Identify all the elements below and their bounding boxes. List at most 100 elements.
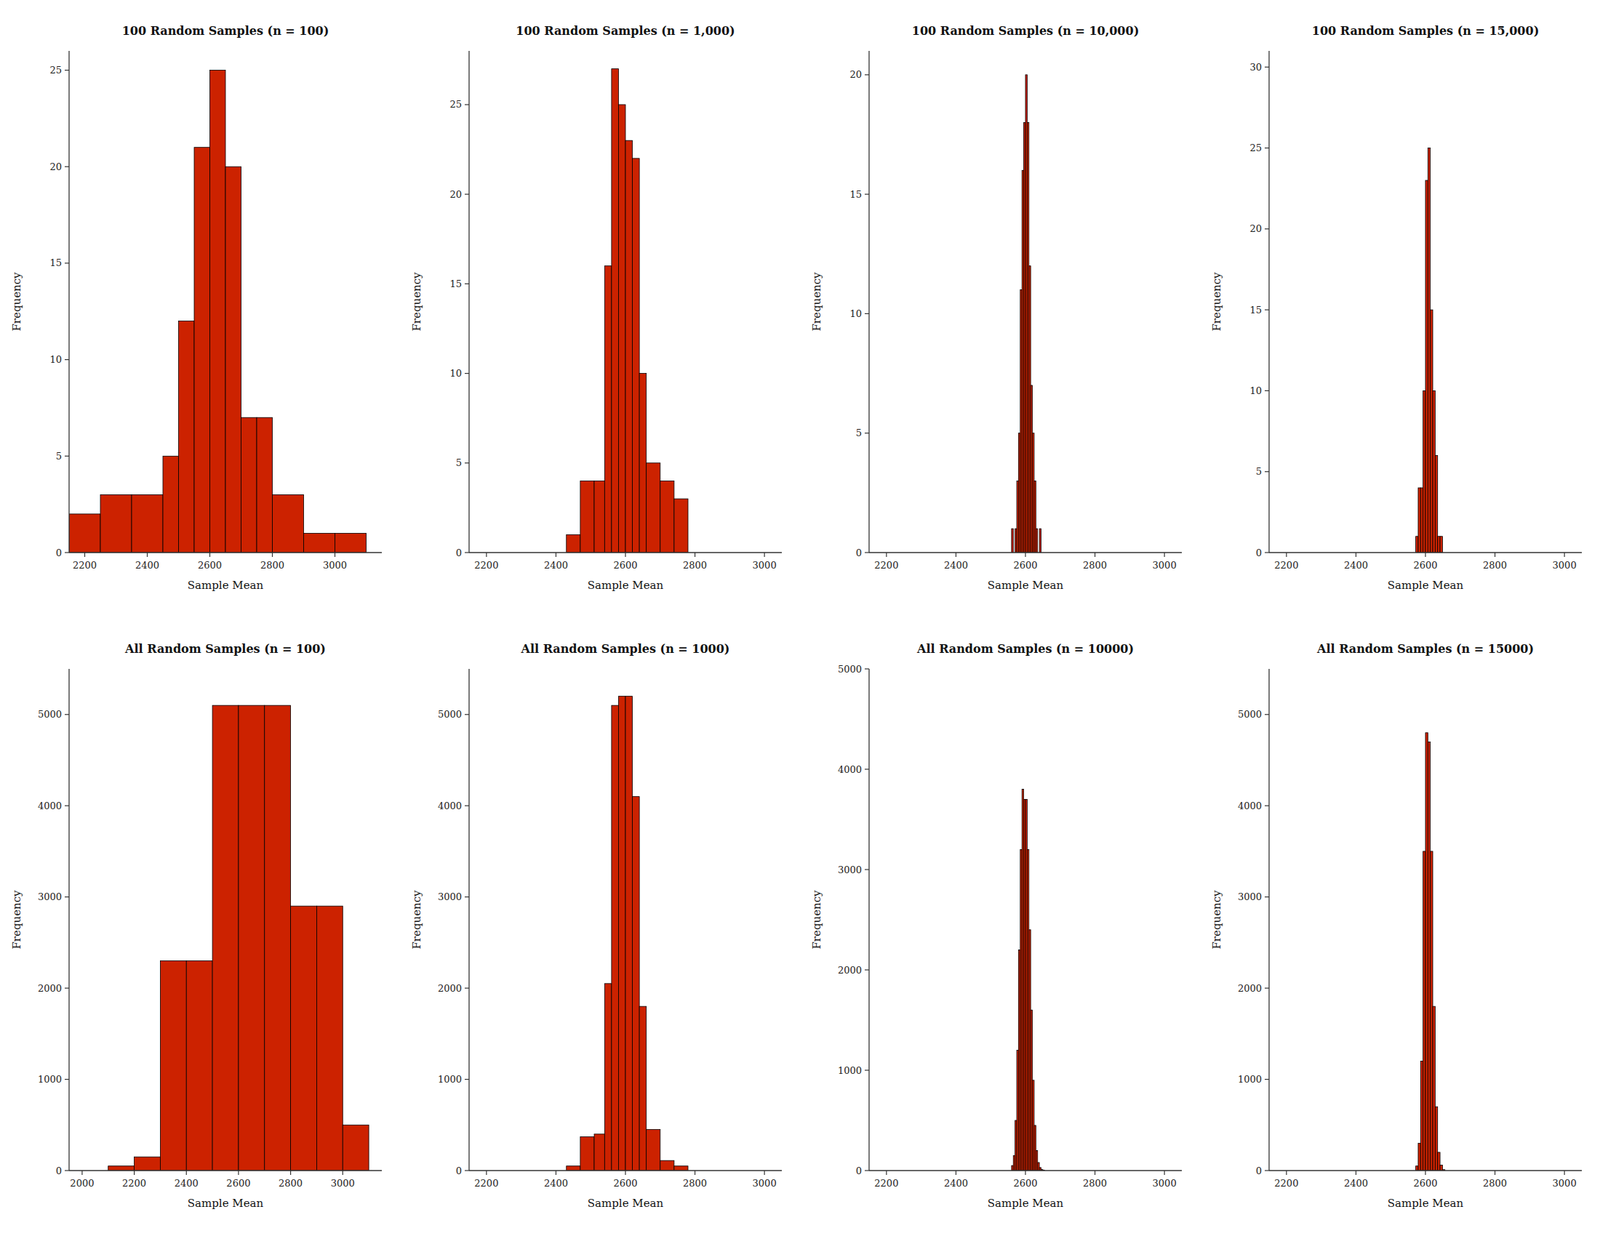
bar (1440, 1165, 1443, 1171)
y-tick (1264, 1170, 1270, 1171)
y-tick (64, 69, 70, 71)
y-axis-label: Frequency (410, 890, 424, 950)
y-tick-label: 5000 (1237, 709, 1262, 720)
bars (1416, 733, 1446, 1171)
x-tick-label: 2800 (260, 560, 285, 571)
y-tick-label: 15 (49, 257, 62, 269)
y-tick (64, 1170, 70, 1171)
y-tick (464, 552, 470, 553)
bar (618, 104, 626, 553)
y-axis-label: Frequency (810, 272, 824, 332)
y-tick-label: 20 (1249, 223, 1262, 235)
y-tick (864, 432, 870, 434)
y-tick-label: 5 (456, 457, 462, 469)
x-tick (485, 552, 487, 558)
bar (272, 494, 304, 553)
x-tick-label: 3000 (752, 1178, 777, 1190)
x-tick (237, 1170, 239, 1176)
x-tick-label: 2200 (1274, 1178, 1299, 1190)
bar (1437, 1152, 1440, 1171)
y-tick (1264, 66, 1270, 68)
y-axis-line (868, 669, 870, 1171)
bar (69, 514, 101, 553)
bar (210, 70, 227, 553)
bar (100, 494, 132, 553)
x-tick (1094, 1170, 1096, 1176)
y-tick (464, 194, 470, 195)
x-axis-label: Sample Mean (587, 578, 664, 592)
title: All Random Samples (n = 15000) (1316, 642, 1534, 656)
y-tick-label: 2000 (837, 965, 862, 976)
x-tick (1355, 552, 1357, 558)
y-tick-label: 25 (449, 98, 462, 110)
x-axis-label: Sample Mean (187, 1197, 264, 1211)
y-tick (1264, 552, 1270, 553)
y-tick (64, 552, 70, 553)
y-axis-label: Frequency (10, 272, 24, 332)
bar (639, 1006, 647, 1171)
bar (611, 705, 619, 1171)
x-tick (133, 1170, 135, 1176)
panel: 220024002600280030000510152025100 Random… (410, 24, 782, 592)
bar (1434, 455, 1438, 553)
x-tick-label: 2400 (944, 1178, 968, 1190)
bar (1427, 741, 1430, 1171)
x-tick-label: 2400 (544, 1178, 568, 1190)
x-tick-label: 2200 (122, 1178, 147, 1190)
y-tick-label: 0 (456, 1165, 462, 1177)
bars (566, 69, 688, 553)
bars (1011, 789, 1045, 1171)
x-axis-label: Sample Mean (987, 578, 1064, 592)
bar (594, 480, 605, 553)
x-tick (1094, 552, 1096, 558)
y-tick (864, 74, 870, 75)
y-tick-label: 1000 (1237, 1074, 1262, 1086)
y-tick (1264, 805, 1270, 807)
y-tick-label: 5000 (37, 709, 62, 720)
bar (1440, 536, 1443, 553)
y-tick-label: 15 (449, 278, 462, 290)
y-tick (864, 313, 870, 315)
y-tick (64, 1079, 70, 1080)
x-tick (342, 1170, 344, 1176)
x-tick-label: 3000 (1552, 560, 1577, 571)
bar (225, 166, 242, 553)
y-tick (864, 1170, 870, 1171)
x-tick (1285, 552, 1287, 558)
x-axis-label: Sample Mean (987, 1197, 1064, 1211)
x-tick-label: 2600 (613, 1178, 638, 1190)
y-tick-label: 4000 (837, 764, 862, 776)
x-tick-label: 2200 (874, 560, 899, 571)
bar (1432, 1006, 1435, 1171)
bar (594, 1134, 605, 1171)
bars (1416, 148, 1443, 553)
bar (342, 1125, 369, 1171)
bar (290, 906, 318, 1171)
x-tick-label: 2400 (544, 560, 568, 571)
title: 100 Random Samples (n = 10,000) (912, 24, 1139, 38)
title: All Random Samples (n = 10000) (916, 642, 1134, 656)
y-tick (64, 166, 70, 168)
x-tick-label: 2800 (682, 560, 707, 571)
bar (1437, 536, 1440, 553)
panel: 22002400260028003000051015202530100 Rand… (1210, 24, 1582, 592)
y-tick (1264, 1079, 1270, 1080)
x-tick (1424, 1170, 1426, 1176)
bar (1011, 528, 1014, 553)
bar (264, 705, 291, 1171)
x-tick (955, 552, 957, 558)
x-tick (1564, 1170, 1566, 1176)
x-tick (624, 1170, 626, 1176)
x-tick-label: 2800 (1082, 560, 1107, 571)
y-tick (1264, 714, 1270, 715)
bar (625, 696, 633, 1171)
bar (566, 534, 581, 553)
x-tick (272, 552, 273, 558)
y-tick (464, 987, 470, 989)
bar (580, 480, 595, 553)
y-tick (64, 896, 70, 898)
y-tick-label: 10 (449, 368, 462, 379)
y-tick-label: 5000 (837, 664, 862, 675)
y-tick-label: 20 (49, 161, 62, 173)
y-tick-label: 3000 (437, 891, 462, 903)
